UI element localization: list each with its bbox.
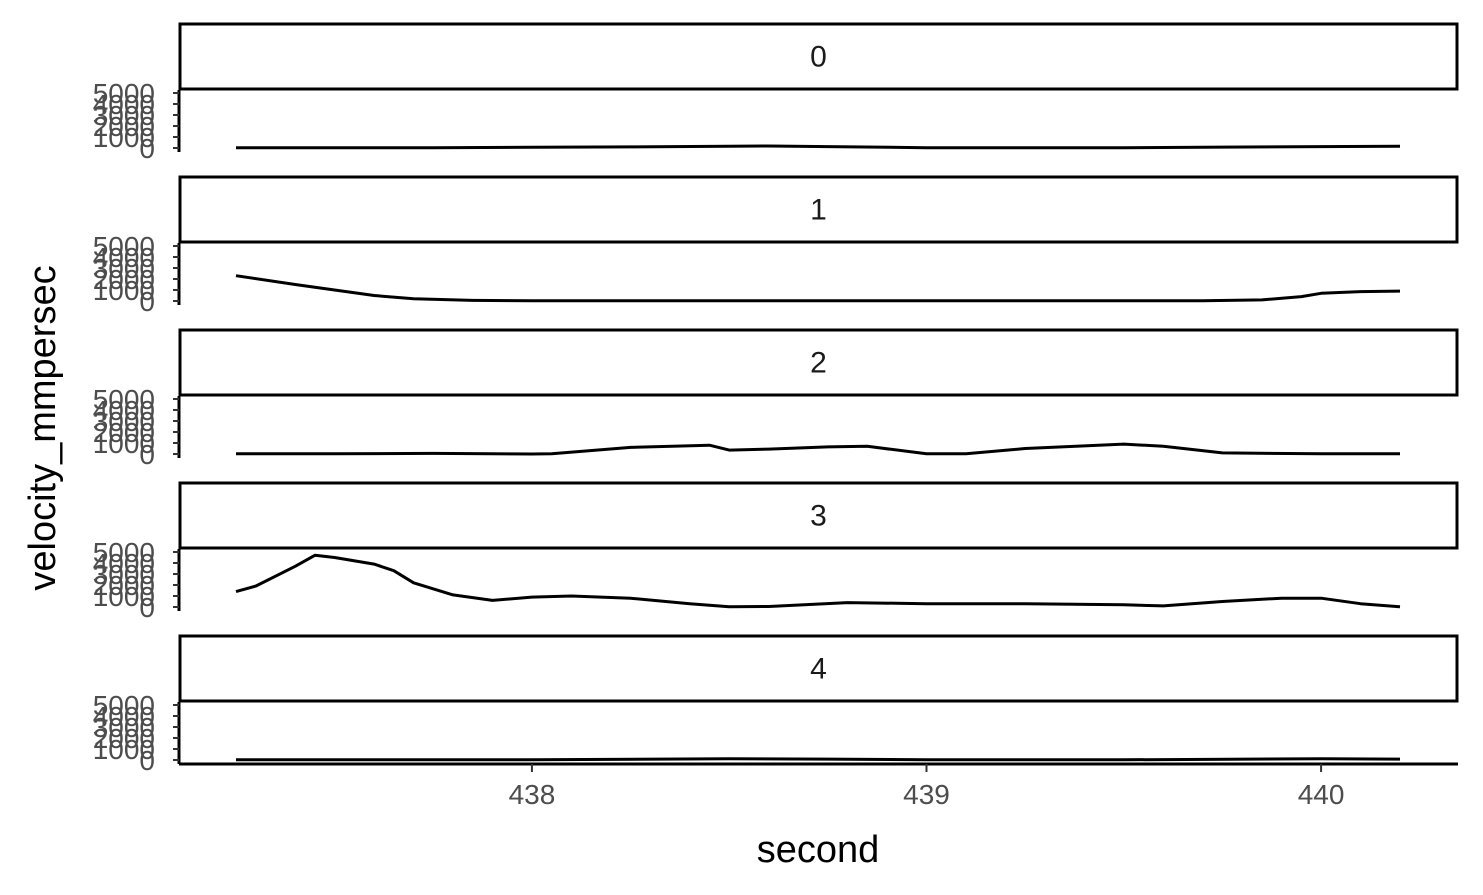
- y-tick-label: 1000: [93, 275, 155, 306]
- y-tick-label: 0: [139, 745, 155, 776]
- facet-strip: [178, 175, 1459, 244]
- y-tick-label: 4000: [93, 395, 155, 426]
- y-tick-label: 3000: [93, 559, 155, 590]
- facet-strip-label: 2: [810, 347, 827, 380]
- y-tick-label: 4000: [93, 242, 155, 273]
- x-tick-label: 439: [903, 779, 950, 810]
- series-line-panel-3: [235, 553, 1401, 609]
- y-tick-label: 2000: [93, 264, 155, 295]
- y-tick-label: 0: [139, 439, 155, 470]
- y-tick-label: 0: [139, 133, 155, 164]
- y-tick-label: 3000: [93, 253, 155, 284]
- y-tick-label: 5000: [93, 537, 155, 568]
- y-tick-label: 1000: [93, 734, 155, 765]
- y-tick-label: 1000: [93, 428, 155, 459]
- y-axis-title: velocity_mmpersec: [22, 265, 64, 590]
- facet-strip-label: 3: [810, 500, 827, 533]
- y-tick-label: 2000: [93, 111, 155, 142]
- x-tick-label: 438: [509, 779, 556, 810]
- y-tick-label: 5000: [93, 690, 155, 721]
- y-tick-label: 4000: [93, 89, 155, 120]
- y-tick-label: 2000: [93, 570, 155, 601]
- facet-strip: [178, 22, 1459, 91]
- y-tick-label: 1000: [93, 122, 155, 153]
- series-line-panel-2: [236, 442, 1400, 456]
- y-tick-label: 4000: [93, 701, 155, 732]
- y-tick-label: 1000: [93, 581, 155, 612]
- series-line-panel-0: [236, 144, 1401, 150]
- y-tick-label: 5000: [93, 231, 155, 262]
- x-axis: 438 439 440: [179, 762, 1458, 810]
- facet-strip: [178, 481, 1459, 550]
- y-tick-label: 2000: [93, 723, 155, 754]
- facet-strip-label: 0: [810, 41, 827, 74]
- facet-strip-label: 4: [810, 653, 827, 686]
- y-tick-label: 5000: [93, 78, 155, 109]
- series-line-panel-4: [236, 757, 1401, 762]
- series-line-panel-1: [235, 274, 1401, 303]
- y-tick-label: 3000: [93, 406, 155, 437]
- y-tick-label: 5000: [93, 384, 155, 415]
- y-tick-label: 4000: [93, 548, 155, 579]
- facet-strip: [178, 634, 1459, 703]
- x-tick-label: 440: [1298, 779, 1345, 810]
- x-axis-title: second: [757, 829, 880, 871]
- y-tick-label: 3000: [93, 712, 155, 743]
- facet-strip-label: 1: [810, 194, 827, 227]
- y-tick-label: 3000: [93, 100, 155, 131]
- y-tick-label: 0: [139, 286, 155, 317]
- y-tick-label: 2000: [93, 417, 155, 448]
- y-tick-label: 0: [139, 592, 155, 623]
- facet-strip: [178, 328, 1459, 397]
- facet-panels: 0010002000300040005000101000200030004000…: [93, 22, 1459, 776]
